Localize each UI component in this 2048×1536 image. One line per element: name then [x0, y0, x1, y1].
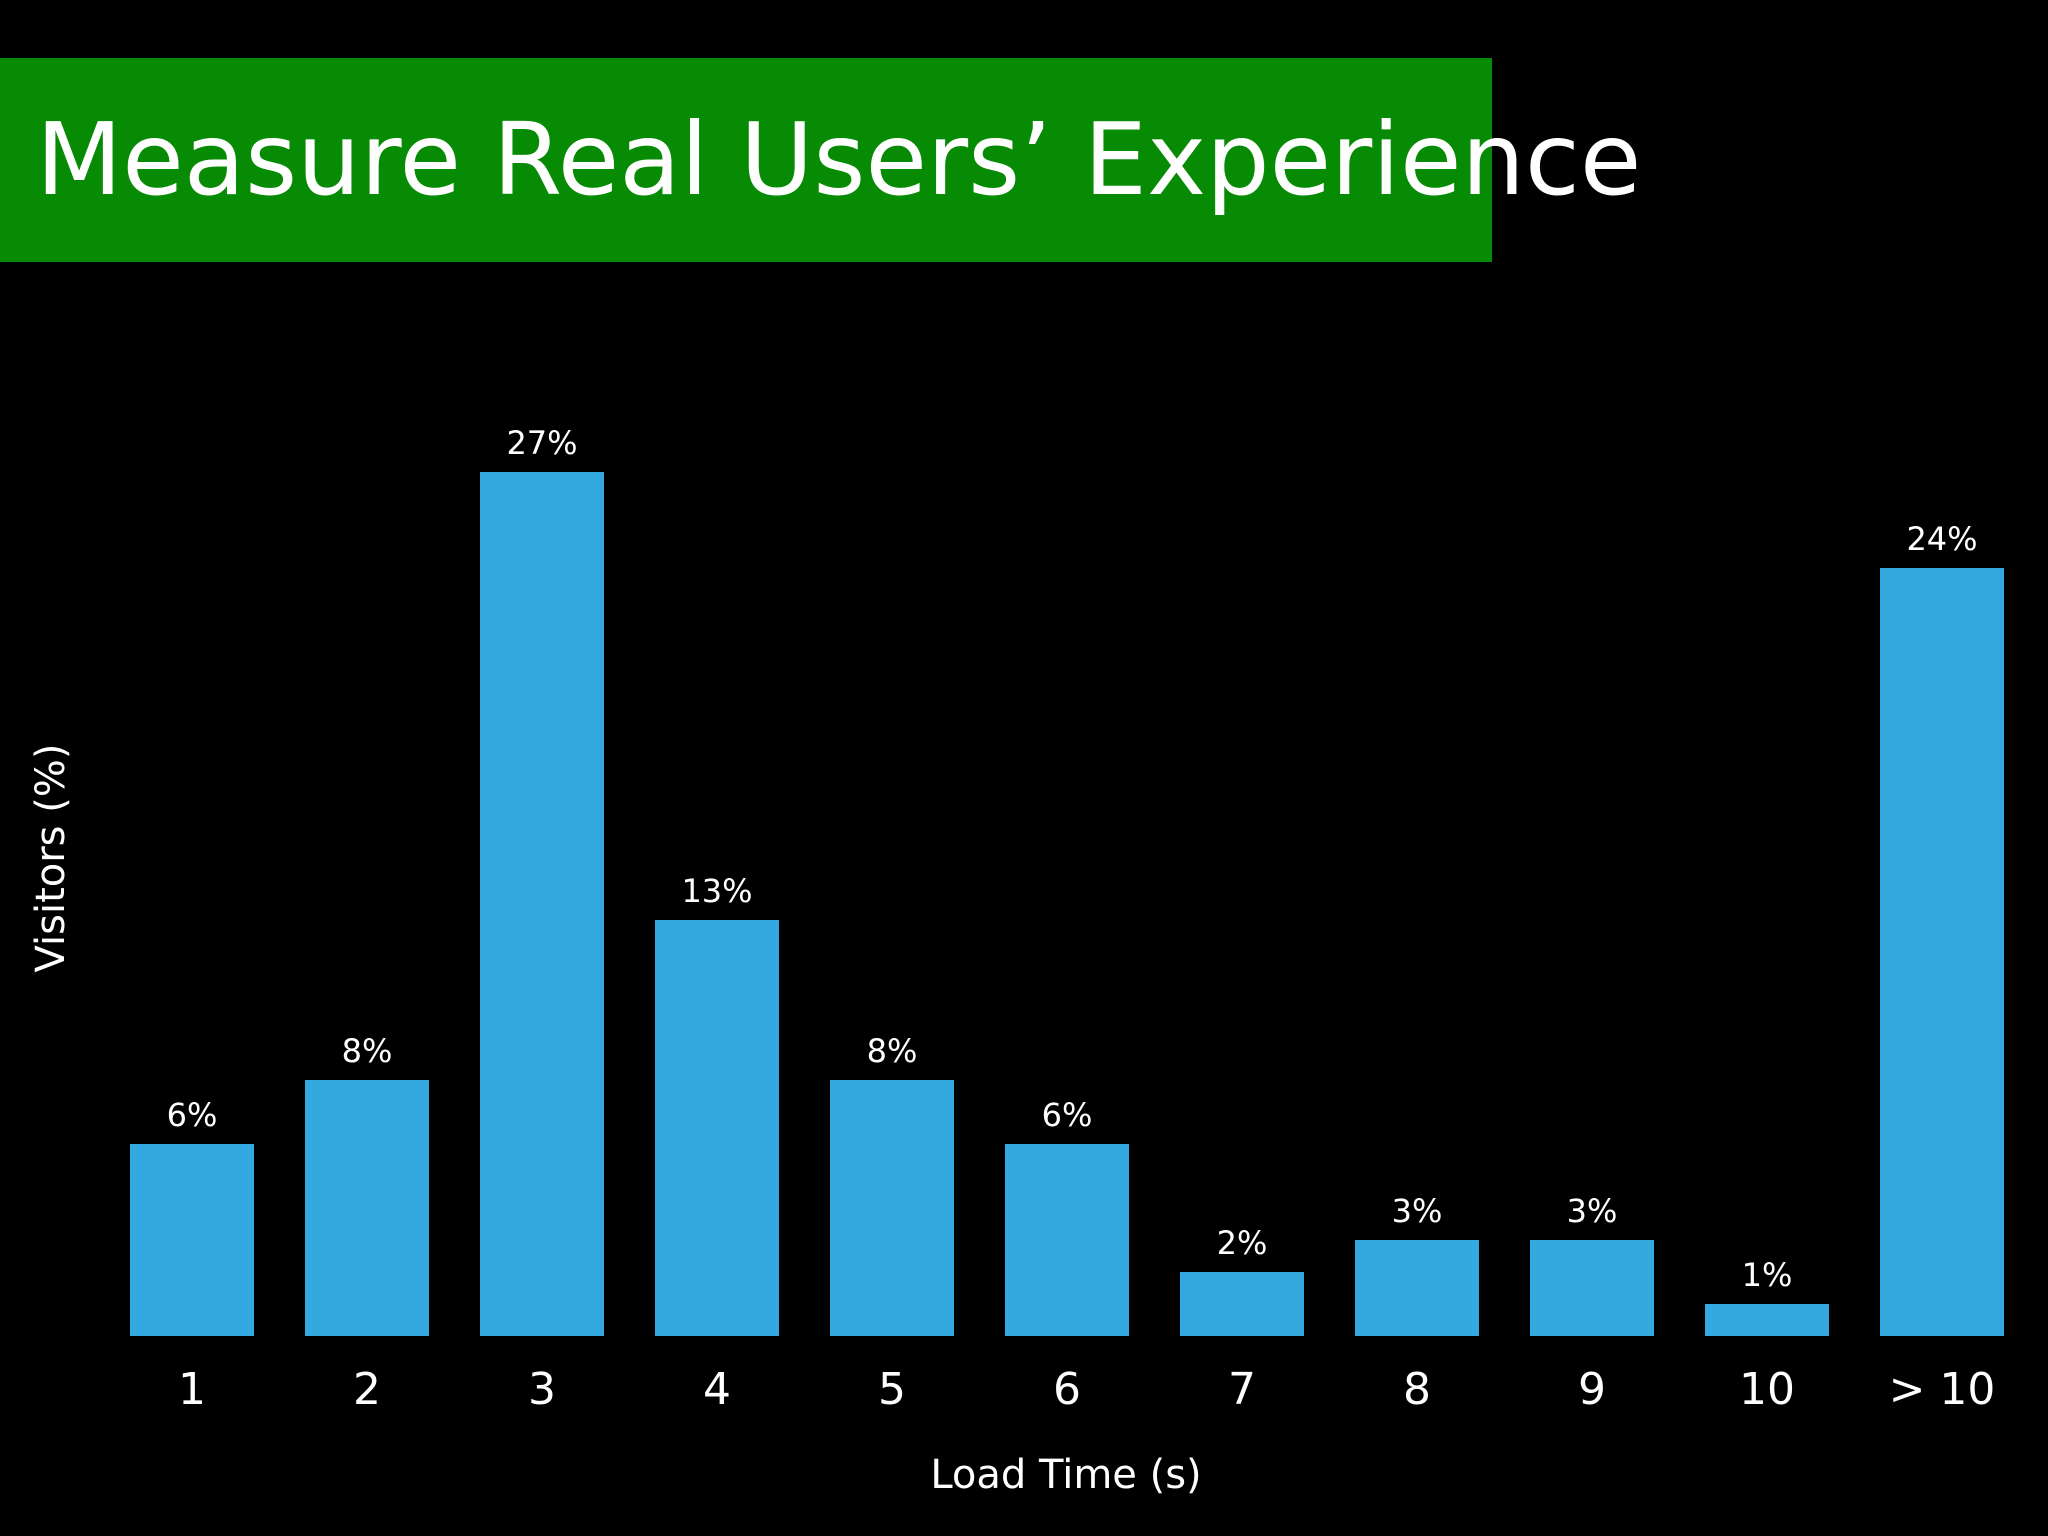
- bar-value-label: 6%: [167, 1096, 218, 1134]
- bar-10: [1705, 1304, 1829, 1336]
- x-tick-label: 5: [878, 1364, 906, 1415]
- x-tick-label: 8: [1403, 1364, 1431, 1415]
- y-axis-title: Visitors (%): [28, 744, 74, 973]
- bar-11: [1880, 568, 2004, 1336]
- bar-labels-group: 6% 8% 27% 13% 8% 6% 2% 3% 3% 1% 24%: [167, 424, 1978, 1294]
- x-tick-label: > 10: [1889, 1364, 1996, 1415]
- bar-value-label: 13%: [681, 872, 752, 910]
- x-axis-title: Load Time (s): [930, 1452, 1201, 1498]
- bar-value-label: 24%: [1906, 520, 1977, 558]
- bar-7: [1180, 1272, 1304, 1336]
- bar-2: [305, 1080, 429, 1336]
- bar-value-label: 6%: [1042, 1096, 1093, 1134]
- bar-value-label: 1%: [1742, 1256, 1793, 1294]
- bar-1: [130, 1144, 254, 1336]
- x-tick-label: 10: [1739, 1364, 1795, 1415]
- x-tick-label: 9: [1578, 1364, 1606, 1415]
- bar-9: [1530, 1240, 1654, 1336]
- bar-value-label: 8%: [342, 1032, 393, 1070]
- bar-value-label: 2%: [1217, 1224, 1268, 1262]
- x-tick-label: 7: [1228, 1364, 1256, 1415]
- x-tick-label: 6: [1053, 1364, 1081, 1415]
- slide-title: Measure Real Users’ Experience: [36, 101, 1642, 218]
- bar-value-label: 3%: [1392, 1192, 1443, 1230]
- title-banner: Measure Real Users’ Experience: [0, 58, 1641, 262]
- x-tick-label: 2: [353, 1364, 381, 1415]
- x-tick-labels-group: 1 2 3 4 5 6 7 8 9 10 > 10: [178, 1364, 1995, 1415]
- bar-3: [480, 472, 604, 1336]
- bar-value-label: 3%: [1567, 1192, 1618, 1230]
- bar-6: [1005, 1144, 1129, 1336]
- bars-group: [130, 472, 2004, 1336]
- x-tick-label: 3: [528, 1364, 556, 1415]
- bar-value-label: 8%: [867, 1032, 918, 1070]
- bar-4: [655, 920, 779, 1336]
- bar-8: [1355, 1240, 1479, 1336]
- bar-value-label: 27%: [506, 424, 577, 462]
- bar-5: [830, 1080, 954, 1336]
- x-tick-label: 1: [178, 1364, 206, 1415]
- x-tick-label: 4: [703, 1364, 731, 1415]
